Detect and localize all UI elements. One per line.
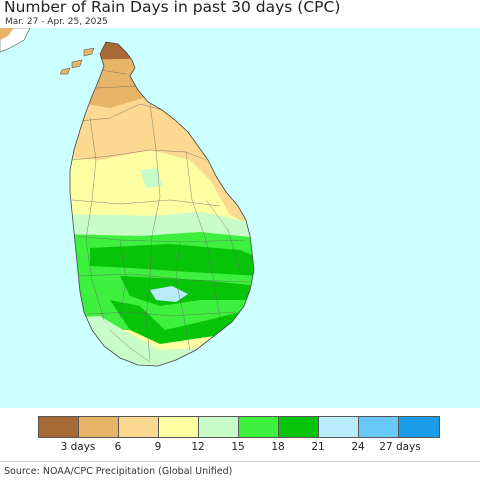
legend-tick: 15 xyxy=(231,441,245,453)
india-coast-shade xyxy=(0,28,14,40)
legend-tick: 27 days xyxy=(379,441,421,453)
legend-tick: 21 xyxy=(311,441,325,453)
legend-tick: 6 xyxy=(114,441,122,453)
legend-tick: 3 days xyxy=(60,441,96,453)
zone-21-24-upper xyxy=(90,244,254,276)
legend-swatch xyxy=(319,417,359,437)
footer: Source: NOAA/CPC Precipitation (Global U… xyxy=(0,461,480,481)
legend-swatch xyxy=(159,417,199,437)
sri-lanka-coastline xyxy=(69,41,255,367)
district-boundaries xyxy=(70,69,251,363)
legend-swatch xyxy=(119,417,159,437)
map-title: Number of Rain Days in past 30 days (CPC… xyxy=(4,0,341,16)
legend-swatch xyxy=(399,417,439,437)
rain-days-map xyxy=(0,28,480,408)
legend-color-bar xyxy=(38,416,440,438)
legend-swatch xyxy=(359,417,399,437)
legend-tick: 24 xyxy=(351,441,365,453)
legend-swatch xyxy=(239,417,279,437)
zone-15-18-southwest xyxy=(70,316,254,366)
jaffna-islands xyxy=(59,47,95,75)
legend-tick: 18 xyxy=(271,441,285,453)
map-date-range: Mar. 27 - Apr. 25, 2025 xyxy=(5,17,108,27)
legend-swatch xyxy=(199,417,239,437)
zone-15-18-north-pocket xyxy=(140,168,162,188)
legend-swatch xyxy=(79,417,119,437)
legend-tick: 9 xyxy=(154,441,162,453)
zone-9-12 xyxy=(70,96,254,230)
legend-swatch xyxy=(279,417,319,437)
legend-swatch xyxy=(39,417,79,437)
zone-21-24-lower xyxy=(120,276,254,306)
zone-24-27 xyxy=(150,286,188,302)
source-credit: Source: NOAA/CPC Precipitation (Global U… xyxy=(4,466,233,477)
legend-tick-labels: 3 days 6 9 12 15 18 21 24 27 days xyxy=(38,441,440,455)
legend-tick: 12 xyxy=(191,441,205,453)
